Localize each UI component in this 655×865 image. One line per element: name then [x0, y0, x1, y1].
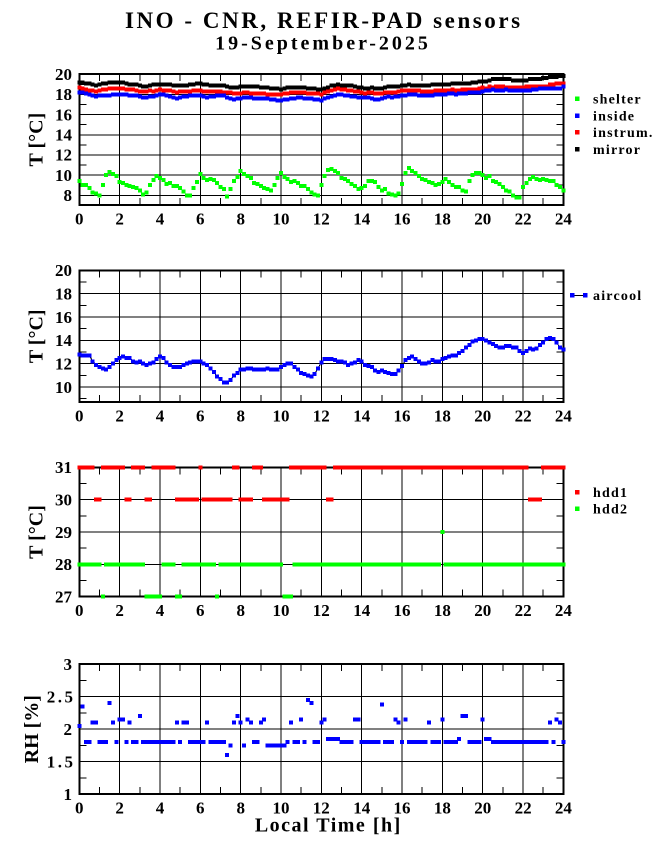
svg-text:14: 14 [55, 126, 73, 145]
svg-text:10: 10 [273, 407, 290, 426]
svg-text:18: 18 [55, 85, 72, 104]
svg-text:20: 20 [55, 261, 72, 280]
svg-text:10: 10 [55, 378, 72, 397]
svg-text:14: 14 [353, 601, 371, 620]
svg-text:12: 12 [55, 146, 72, 165]
svg-text:16: 16 [55, 308, 72, 327]
svg-text:T [°C]: T [°C] [26, 309, 48, 363]
svg-text:24: 24 [555, 601, 573, 620]
svg-text:shelter: shelter [593, 93, 642, 108]
svg-text:4: 4 [156, 799, 165, 818]
svg-text:18: 18 [55, 285, 72, 304]
svg-text:19-September-2025: 19-September-2025 [215, 33, 431, 55]
svg-text:8: 8 [64, 186, 73, 205]
svg-text:0: 0 [75, 407, 84, 426]
svg-text:8: 8 [236, 407, 245, 426]
svg-text:20: 20 [474, 601, 491, 620]
svg-text:22: 22 [515, 601, 532, 620]
svg-text:10: 10 [273, 601, 290, 620]
svg-text:2: 2 [115, 210, 124, 229]
svg-text:18: 18 [434, 407, 451, 426]
svg-text:hdd2: hdd2 [593, 503, 628, 518]
svg-text:31: 31 [55, 458, 72, 477]
svg-text:30: 30 [55, 491, 72, 510]
svg-text:22: 22 [515, 407, 532, 426]
svg-text:24: 24 [555, 407, 573, 426]
svg-text:10: 10 [273, 799, 290, 818]
svg-text:12: 12 [313, 601, 330, 620]
svg-text:16: 16 [394, 407, 411, 426]
svg-text:6: 6 [196, 799, 205, 818]
svg-text:1: 1 [64, 785, 73, 804]
svg-text:8: 8 [236, 601, 245, 620]
svg-text:16: 16 [394, 799, 411, 818]
svg-text:8: 8 [236, 210, 245, 229]
svg-text:4: 4 [156, 407, 165, 426]
svg-text:20: 20 [55, 65, 72, 84]
svg-text:12: 12 [55, 355, 72, 374]
svg-text:1.5: 1.5 [47, 752, 76, 771]
svg-text:16: 16 [55, 105, 72, 124]
svg-text:12: 12 [313, 407, 330, 426]
svg-text:T [°C]: T [°C] [26, 505, 48, 559]
svg-text:22: 22 [515, 799, 532, 818]
svg-text:6: 6 [196, 210, 205, 229]
svg-text:2: 2 [115, 601, 124, 620]
svg-text:12: 12 [313, 799, 330, 818]
svg-text:18: 18 [434, 601, 451, 620]
svg-text:2.5: 2.5 [47, 688, 76, 707]
svg-text:Local Time [h]: Local Time [h] [255, 815, 402, 837]
svg-text:12: 12 [313, 210, 330, 229]
svg-text:27: 27 [55, 587, 73, 606]
svg-text:10: 10 [273, 210, 290, 229]
svg-text:aircool: aircool [593, 289, 642, 304]
svg-text:2: 2 [115, 799, 124, 818]
svg-text:28: 28 [55, 555, 72, 574]
svg-text:14: 14 [353, 210, 371, 229]
svg-text:inside: inside [593, 109, 635, 124]
svg-text:0: 0 [75, 210, 84, 229]
svg-text:20: 20 [474, 210, 491, 229]
svg-text:24: 24 [555, 210, 573, 229]
svg-text:6: 6 [196, 407, 205, 426]
svg-text:mirror: mirror [593, 143, 641, 158]
svg-text:INO - CNR, REFIR-PAD sensors: INO - CNR, REFIR-PAD sensors [125, 8, 523, 33]
svg-text:3: 3 [64, 655, 73, 674]
svg-text:18: 18 [434, 210, 451, 229]
svg-text:18: 18 [434, 799, 451, 818]
svg-text:2: 2 [64, 720, 73, 739]
svg-text:4: 4 [156, 601, 165, 620]
svg-text:2: 2 [115, 407, 124, 426]
svg-text:8: 8 [236, 799, 245, 818]
svg-text:14: 14 [353, 799, 371, 818]
svg-text:20: 20 [474, 799, 491, 818]
svg-text:6: 6 [196, 601, 205, 620]
svg-text:0: 0 [75, 601, 84, 620]
svg-text:RH [%]: RH [%] [21, 695, 43, 763]
svg-text:hdd1: hdd1 [593, 486, 628, 501]
svg-text:22: 22 [515, 210, 532, 229]
svg-text:29: 29 [55, 523, 72, 542]
svg-text:16: 16 [394, 601, 411, 620]
svg-text:24: 24 [555, 799, 573, 818]
svg-text:instrum.: instrum. [593, 126, 654, 141]
svg-text:4: 4 [156, 210, 165, 229]
svg-text:0: 0 [75, 799, 84, 818]
svg-text:10: 10 [55, 166, 72, 185]
svg-text:16: 16 [394, 210, 411, 229]
svg-text:20: 20 [474, 407, 491, 426]
svg-text:T [°C]: T [°C] [26, 113, 48, 167]
svg-text:14: 14 [353, 407, 371, 426]
svg-text:14: 14 [55, 331, 73, 350]
